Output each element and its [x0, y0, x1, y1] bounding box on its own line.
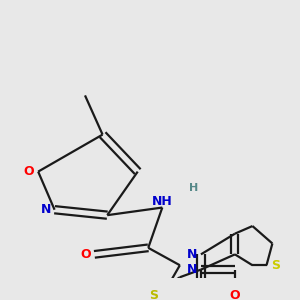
Text: S: S [272, 259, 280, 272]
Text: O: O [81, 248, 91, 261]
Text: NH: NH [152, 195, 173, 208]
Text: N: N [187, 263, 197, 276]
Text: O: O [230, 289, 240, 300]
Text: H: H [189, 183, 198, 193]
Text: S: S [149, 289, 158, 300]
Text: N: N [187, 248, 197, 261]
Text: O: O [23, 165, 34, 178]
Text: N: N [40, 203, 51, 216]
